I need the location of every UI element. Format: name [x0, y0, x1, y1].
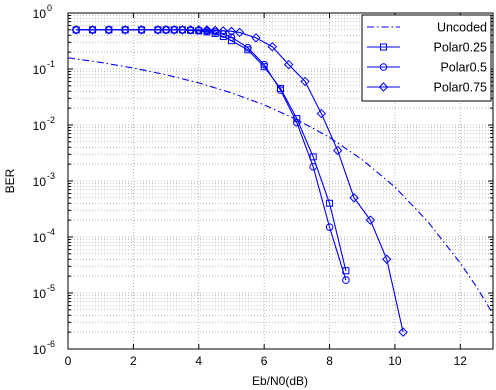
- data-point-polar0-75: [153, 25, 163, 35]
- legend-marker-polar0-5: [379, 63, 388, 71]
- data-point-polar0-5: [293, 118, 301, 127]
- data-point-polar0-25: [326, 199, 334, 207]
- data-point-polar0-5: [244, 43, 252, 52]
- series-polar0-75: [71, 25, 408, 337]
- x-tick-label: 6: [261, 354, 268, 368]
- data-point-polar0-75: [194, 25, 204, 35]
- data-point-polar0-75: [226, 26, 237, 37]
- data-point-polar0-75: [202, 25, 212, 35]
- y-tick-label: 10: [33, 175, 47, 189]
- y-tick-label: 10: [33, 231, 47, 245]
- x-tick-label: 8: [326, 354, 333, 368]
- legend-label-polar0-25: Polar0.25: [433, 41, 487, 55]
- data-point-polar0-75: [177, 25, 188, 35]
- data-point-polar0-75: [218, 26, 228, 36]
- data-point-polar0-75: [136, 25, 147, 35]
- data-point-polar0-5: [276, 86, 285, 94]
- y-tick-exponent: -6: [47, 339, 55, 349]
- y-axis-label: BER: [3, 168, 17, 193]
- data-point-polar0-75: [349, 193, 359, 203]
- series-layer: [68, 25, 493, 337]
- legend-label-polar0-5: Polar0.5: [440, 61, 487, 75]
- data-point-polar0-75: [71, 25, 81, 35]
- data-point-polar0-75: [185, 25, 196, 35]
- data-point-polar0-5: [342, 276, 350, 284]
- data-point-polar0-75: [316, 108, 327, 119]
- y-tick-label: 10: [33, 287, 47, 301]
- y-tick-exponent: -1: [47, 59, 55, 69]
- data-point-polar0-75: [161, 25, 171, 35]
- data-point-polar0-75: [104, 25, 114, 35]
- legend-label-uncoded: Uncoded: [437, 21, 487, 35]
- data-point-polar0-75: [210, 25, 220, 36]
- data-point-polar0-75: [87, 25, 98, 35]
- y-tick-exponent: -3: [47, 171, 55, 181]
- y-tick-label: 10: [33, 63, 47, 77]
- data-point-polar0-75: [300, 76, 310, 87]
- legend: Uncoded Polar0.25 Polar0.5 Polar0.75: [361, 14, 492, 102]
- data-point-polar0-5: [211, 28, 219, 36]
- x-tick-label: 10: [388, 354, 402, 368]
- y-tick-label: 10: [33, 7, 47, 21]
- y-tick-label: 10: [33, 343, 47, 357]
- data-point-polar0-5: [325, 223, 334, 231]
- data-point-polar0-75: [169, 25, 179, 35]
- data-point-polar0-75: [333, 145, 343, 156]
- data-point-polar0-75: [267, 42, 278, 52]
- data-point-polar0-5: [260, 60, 268, 69]
- data-point-polar0-75: [398, 327, 408, 337]
- data-point-polar0-5: [227, 33, 236, 41]
- data-point-polar0-75: [283, 59, 294, 70]
- data-point-polar0-75: [251, 33, 261, 43]
- x-axis-label: Eb/N0(dB): [252, 374, 308, 388]
- data-point-polar0-5: [309, 162, 317, 171]
- x-tick-label: 4: [195, 354, 202, 368]
- y-tick-label: 10: [33, 119, 47, 133]
- y-tick-exponent: -2: [47, 115, 55, 125]
- data-point-polar0-75: [120, 25, 130, 35]
- y-tick-exponent: 0: [47, 3, 52, 13]
- x-tick-label: 0: [65, 354, 72, 368]
- x-tick-label: 2: [130, 354, 137, 368]
- data-point-polar0-75: [382, 254, 392, 264]
- data-point-polar0-25: [309, 153, 317, 161]
- y-tick-exponent: -5: [47, 283, 55, 293]
- data-point-polar0-75: [365, 215, 376, 225]
- legend-marker-polar0-25: [380, 43, 387, 51]
- x-tick-label: 12: [454, 354, 468, 368]
- data-point-polar0-75: [234, 27, 245, 38]
- legend-label-polar0-75: Polar0.75: [433, 81, 487, 95]
- legend-marker-polar0-75: [378, 82, 389, 92]
- y-tick-exponent: -4: [47, 227, 55, 237]
